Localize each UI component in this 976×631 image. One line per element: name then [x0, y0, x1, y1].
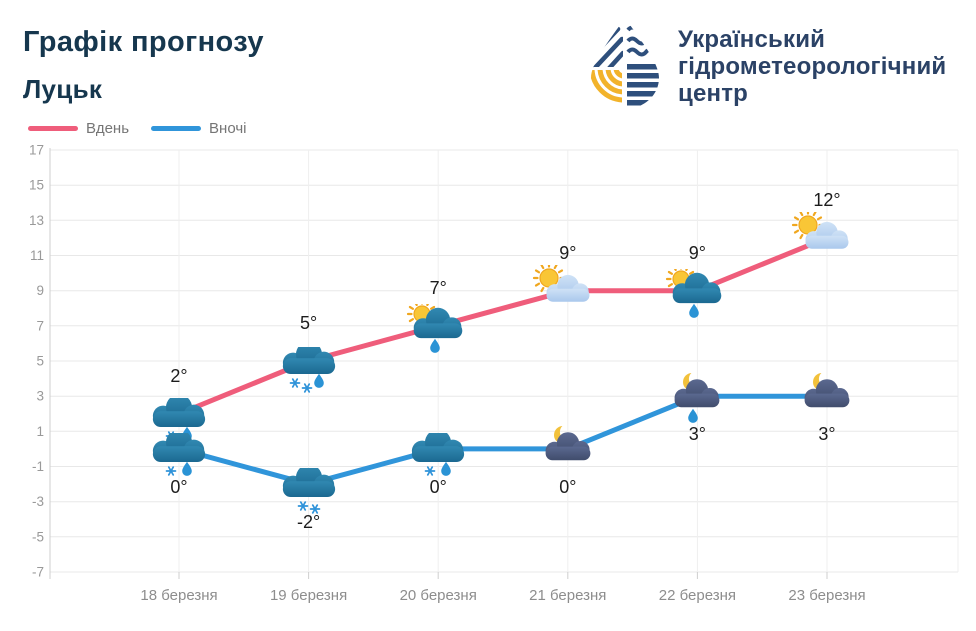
cloud-snow-rain-icon: [406, 432, 470, 493]
sun-lightcloud-icon: [789, 211, 853, 272]
x-tick-label: 19 березня: [270, 587, 347, 604]
sun-cloud-rain-icon: [402, 303, 466, 364]
y-tick-label: 15: [29, 178, 44, 193]
page-title: Графік прогнозу: [23, 26, 264, 58]
day-temp-label: 7°: [429, 277, 447, 298]
org-logo: Український гідрометеорологічний центр: [586, 16, 946, 110]
city-subtitle: Луцьк: [23, 74, 103, 104]
night-temp-label: 0°: [559, 476, 577, 497]
chart-legend: Вдень Вночі: [28, 120, 268, 137]
night-temp-label: 0°: [170, 476, 188, 497]
day-temp-label: 5°: [299, 313, 318, 333]
x-tick-label: 21 березня: [529, 587, 606, 604]
moon-cloud-icon: [534, 423, 598, 483]
cloud-snow2-rain-icon: [277, 347, 341, 407]
x-tick-label: 23 березня: [788, 587, 865, 604]
sun-cloud-rain-icon: [661, 268, 725, 329]
y-tick-label: 3: [36, 389, 44, 404]
legend-swatch-icon: [28, 126, 78, 131]
night-temp-label: 0°: [429, 476, 447, 497]
hydromet-drop-icon: [591, 18, 659, 109]
day-temp-label: 12°: [813, 189, 841, 210]
moon-cloud-icon: [793, 370, 857, 430]
y-tick-label: 5: [36, 354, 44, 369]
legend-item-day: Вдень: [28, 120, 129, 137]
cloud-snow-rain-icon: [147, 432, 211, 493]
org-name-line2: гідрометеорологічний: [678, 53, 947, 80]
legend-label: Вдень: [86, 120, 130, 137]
y-tick-label: -1: [32, 459, 44, 474]
night-temp-label: 3°: [688, 424, 706, 445]
y-tick-label: 13: [29, 213, 44, 228]
y-tick-label: 9: [36, 283, 44, 298]
day-temp-label: 2°: [170, 365, 188, 386]
night-temp-label: -2°: [296, 512, 321, 533]
org-name-line3: центр: [678, 80, 749, 107]
y-tick-label: 11: [30, 248, 44, 263]
day-temp-label: 9°: [688, 242, 706, 263]
y-tick-label: 17: [29, 143, 44, 158]
cloud-snow-icon: [277, 468, 341, 528]
legend-swatch-icon: [151, 126, 202, 131]
legend-label: Вночі: [209, 120, 247, 137]
x-tick-label: 18 березня: [140, 587, 217, 604]
y-tick-label: -3: [32, 494, 44, 509]
moon-cloud-rain-icon: [663, 372, 727, 432]
org-name-line1: Український: [678, 26, 826, 53]
legend-item-night: Вночі: [151, 120, 246, 137]
x-tick-label: 20 березня: [400, 587, 477, 604]
y-tick-label: -5: [32, 529, 44, 544]
day-temp-label: 9°: [559, 242, 577, 263]
org-name: Український гідрометеорологічний центр: [678, 16, 946, 107]
y-tick-label: -7: [32, 565, 44, 580]
sun-lightcloud-icon: [530, 264, 594, 325]
night-temp-label: 3°: [818, 424, 836, 445]
y-tick-label: 7: [36, 318, 44, 333]
x-tick-label: 22 березня: [659, 587, 736, 604]
y-tick-label: 1: [36, 424, 44, 439]
